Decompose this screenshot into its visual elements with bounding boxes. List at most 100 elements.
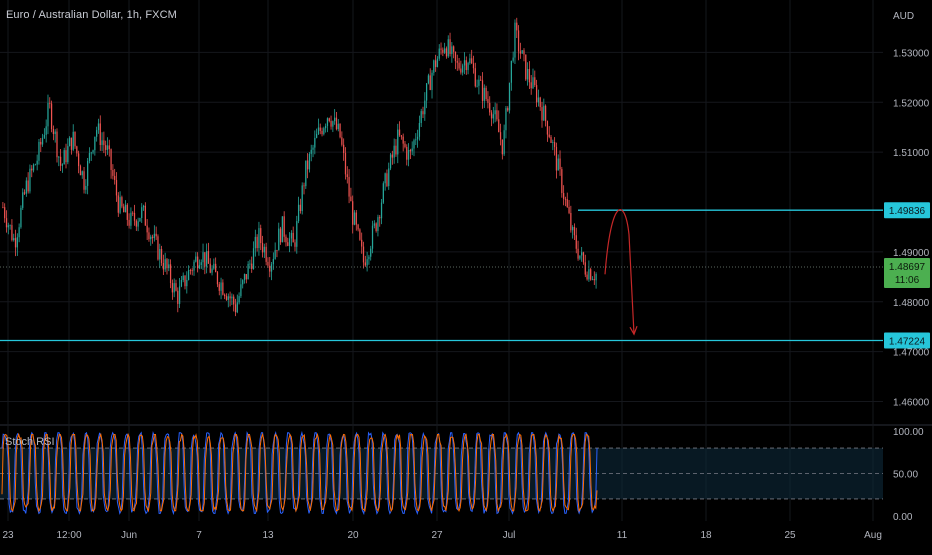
projection-path [604,209,635,335]
candle-body [215,263,217,273]
candle-body [440,48,442,50]
candle-body [106,145,109,150]
candle-body [449,39,451,55]
candle-body [204,252,206,267]
candle-body [141,207,143,218]
candle-body [77,153,80,167]
candle-body [501,139,503,155]
candle-body [516,22,518,31]
level-badge-label: 1.47224 [889,336,926,347]
candle-body [438,48,440,59]
candle-body [465,60,467,71]
candle-body [492,114,494,119]
candle-body [20,207,22,228]
candle-body [400,135,403,137]
candle-body [427,75,430,84]
candle-body [308,153,311,170]
candle-body [144,205,146,226]
candle-body [442,49,444,53]
candle-body [27,180,29,192]
candle-body [490,112,493,119]
candle-body [65,150,67,163]
candle-body [160,249,163,263]
candle-body [4,207,6,219]
candle-body [526,68,529,80]
candle-body [218,284,220,291]
candle-body [539,97,541,108]
candle-body [31,168,33,171]
candle-body [406,146,408,160]
candle-body [83,171,85,190]
candle-body [173,283,175,293]
candle-body [97,123,100,131]
candle-body [196,256,199,269]
candle-body [301,185,303,211]
candle-body [123,206,125,213]
candle-body [402,136,404,144]
level-badge-label: 1.49836 [889,206,926,217]
candle-body [530,82,532,89]
candle-body [391,154,393,158]
candle-body [564,198,567,200]
candle-body [310,149,312,154]
candle-body [191,270,193,272]
candle-body [216,272,219,285]
candle-body [171,283,174,293]
candle-body [81,171,83,176]
candle-body [323,128,325,135]
candle-body [326,118,329,126]
currency-label: AUD [893,11,915,22]
candle-body [182,275,184,280]
candle-body [222,282,224,295]
candle-body [361,239,363,247]
candle-body [94,136,96,151]
candle-body [166,259,168,269]
candle-body [341,137,343,145]
candle-body [462,65,464,73]
candle-body [278,228,280,251]
candle-body [49,102,51,104]
candle-body [233,296,235,305]
candle-body [362,246,365,263]
candle-body [303,185,305,187]
candle-body [593,278,595,281]
candle-body [306,160,309,170]
candle-body [447,39,449,57]
candle-body [23,192,26,194]
candle-body [209,263,211,273]
candle-body [436,58,439,67]
candle-body [566,199,568,207]
candle-body [258,228,260,249]
candle-body [397,129,399,155]
candle-body [184,275,186,287]
candle-body [431,72,433,90]
candle-body [523,50,525,55]
candle-body [180,279,183,287]
candle-body [162,262,165,270]
candle-body [186,279,188,287]
x-tick-label: 13 [262,530,274,541]
candle-body [243,274,246,281]
candle-body [483,87,485,101]
candle-body [207,251,210,264]
candle-body [211,268,213,273]
candle-body [346,174,348,178]
candle-body [59,156,62,166]
candle-body [494,110,496,115]
candle-body [463,60,466,66]
candle-body [189,270,192,271]
candle-body [101,140,103,145]
candle-body [115,180,118,196]
candle-body [45,126,47,135]
candle-body [213,263,215,269]
candle-body [519,51,522,54]
candle-body [263,246,265,253]
candle-body [132,212,134,214]
candle-body [389,154,392,169]
candle-body [434,60,437,67]
candle-body [344,152,347,175]
x-tick-label: 23 [2,530,14,541]
candle-body [575,235,577,249]
